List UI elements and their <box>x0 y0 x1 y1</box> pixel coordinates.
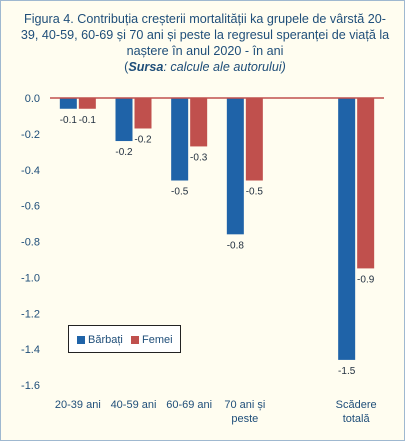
data-label-1-5: -0.9 <box>357 274 375 285</box>
y-tick-label-0: 0.0 <box>25 93 40 105</box>
bar-0-1 <box>115 98 133 142</box>
legend-label-1: Femei <box>142 334 173 346</box>
chart-source-word: Sursa <box>128 60 164 74</box>
bar-1-2 <box>190 98 208 147</box>
data-label-1-1: -0.2 <box>134 134 152 145</box>
data-label-0-2: -0.5 <box>171 187 189 198</box>
y-tick-label-4: -0.8 <box>21 237 40 249</box>
chart-legend: Bărbați Femei <box>68 325 181 353</box>
legend-label-0: Bărbați <box>88 334 123 346</box>
bar-1-1 <box>134 98 152 129</box>
y-tick-label-2: -0.4 <box>21 165 40 177</box>
legend-swatch-0 <box>77 336 85 344</box>
category-label-5-0: Scădere <box>336 399 377 411</box>
bar-0-0 <box>59 98 77 109</box>
data-label-0-3: -0.8 <box>227 240 245 251</box>
chart-title-main: Figura 4. Contribuția creșterii mortalit… <box>20 12 390 58</box>
category-label-3-0: 70 ani și <box>224 399 265 411</box>
y-tick-label-5: -1.0 <box>21 272 40 284</box>
bar-0-3 <box>226 98 244 235</box>
bar-1-0 <box>78 98 96 109</box>
data-label-0-5: -1.5 <box>338 366 356 377</box>
y-tick-label-6: -1.2 <box>21 308 40 320</box>
chart-source-rest: : calcule ale autorului) <box>163 60 286 74</box>
bar-0-2 <box>171 98 189 181</box>
chart-source-open: ( <box>124 60 129 74</box>
category-label-0-0: 20-39 ani <box>55 399 101 411</box>
data-label-0-0: -0.1 <box>60 115 78 126</box>
y-tick-label-8: -1.6 <box>21 380 40 392</box>
legend-swatch-1 <box>131 336 139 344</box>
data-label-1-2: -0.3 <box>190 152 208 163</box>
data-label-1-0: -0.1 <box>79 115 97 126</box>
category-label-3-1: peste <box>231 413 258 425</box>
chart-title: Figura 4. Contribuția creșterii mortalit… <box>19 11 391 75</box>
bar-0-5 <box>338 98 356 360</box>
data-label-1-3: -0.5 <box>246 187 264 198</box>
y-tick-label-3: -0.6 <box>21 201 40 213</box>
category-label-1-0: 40-59 ani <box>111 399 157 411</box>
category-label-2-0: 60-69 ani <box>166 399 212 411</box>
y-tick-label-7: -1.4 <box>21 344 40 356</box>
y-tick-label-1: -0.2 <box>21 129 40 141</box>
data-label-0-1: -0.2 <box>115 147 133 158</box>
bar-1-5 <box>357 98 375 269</box>
bar-1-3 <box>245 98 263 181</box>
category-label-5-1: totală <box>343 413 371 425</box>
